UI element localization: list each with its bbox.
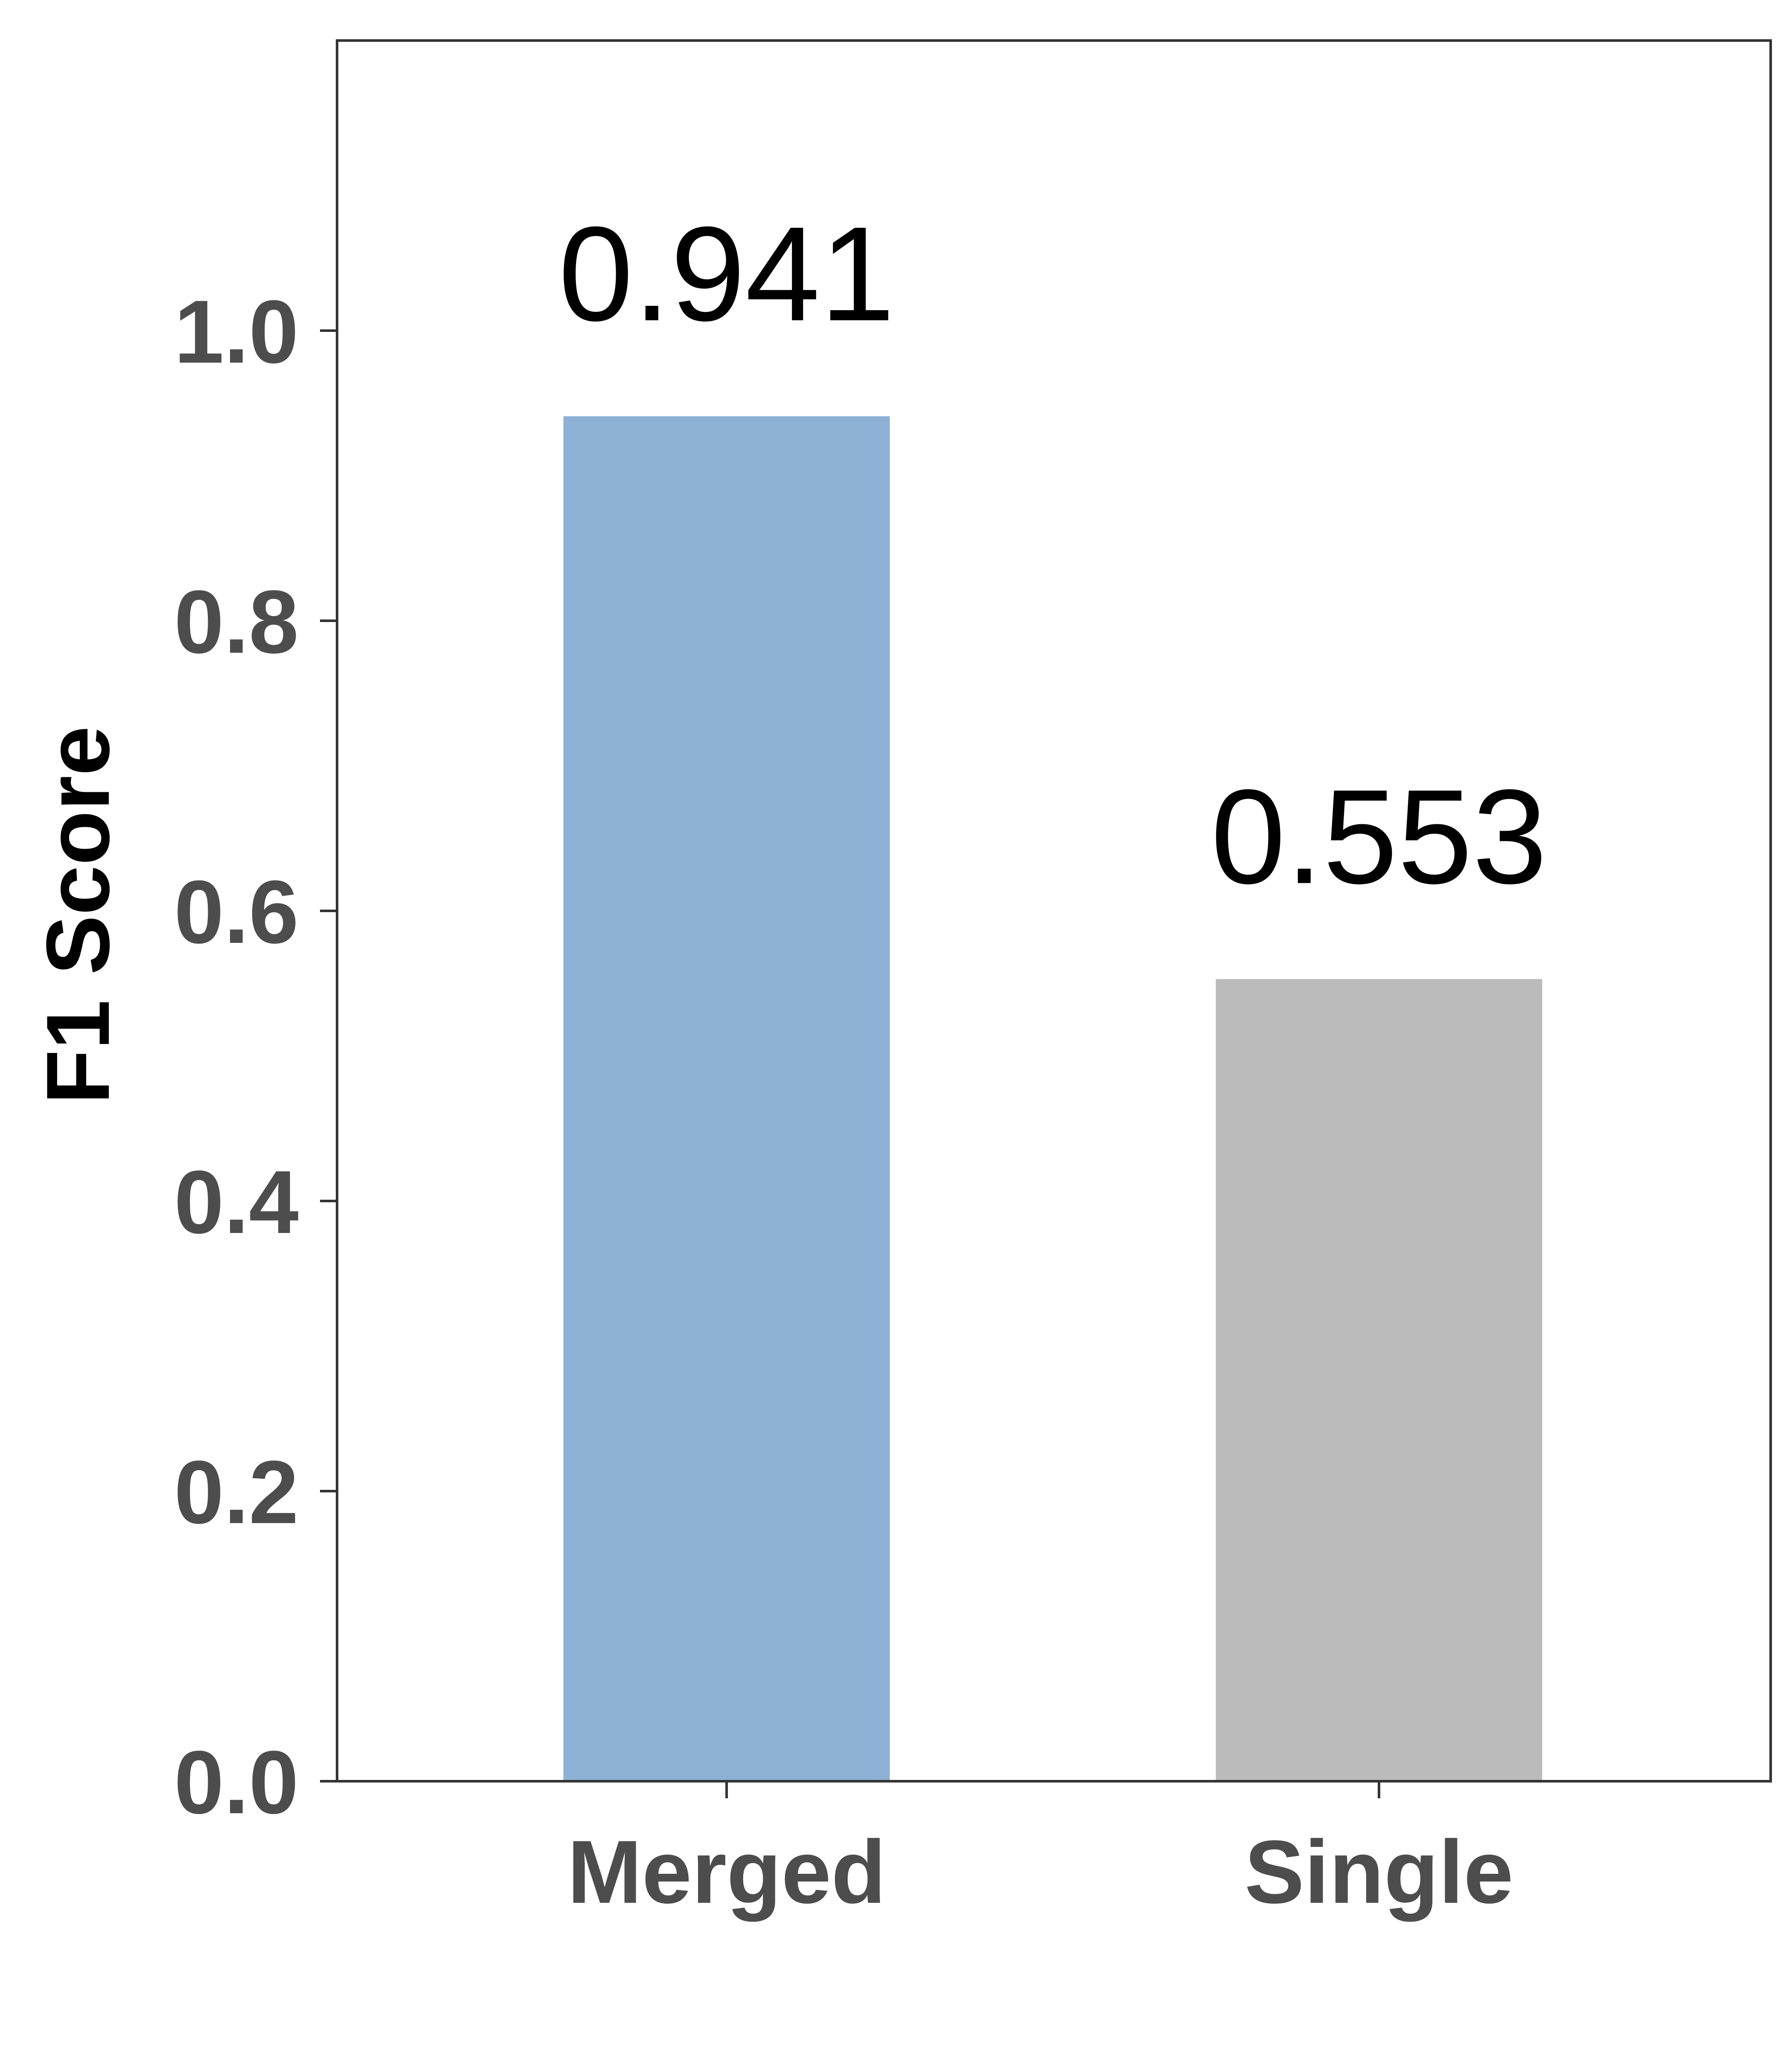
y-axis: 0.0 0.2 0.4 0.6 0.8 1.0	[174, 282, 337, 1832]
data-label-single: 0.553	[1211, 762, 1547, 912]
y-tick-label: 1.0	[174, 282, 299, 382]
data-label-merged: 0.941	[559, 199, 895, 349]
x-axis: Merged Single	[567, 1781, 1513, 1922]
bars-layer	[563, 416, 1542, 1781]
y-axis-label: F1 Score	[28, 726, 128, 1104]
plot-frame	[336, 39, 1772, 1782]
y-tick-label: 0.2	[174, 1442, 299, 1542]
y-tick-label: 0.4	[174, 1152, 299, 1252]
bar-single	[1216, 979, 1542, 1781]
bar-merged	[563, 416, 890, 1781]
y-tick-label: 0.0	[174, 1732, 299, 1832]
data-labels-layer: 0.941 0.553	[559, 199, 1547, 912]
x-tick-label-single: Single	[1245, 1822, 1513, 1922]
y-tick-label: 0.8	[174, 572, 299, 672]
y-tick-label: 0.6	[174, 862, 299, 962]
x-tick-label-merged: Merged	[567, 1822, 886, 1922]
